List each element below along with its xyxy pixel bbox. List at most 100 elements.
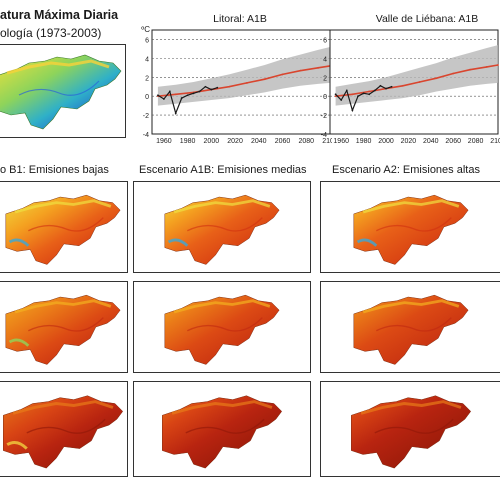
- ensemble-mean-line-point: [485, 65, 488, 68]
- observed-line-point: [186, 94, 189, 97]
- x-tick-label: 2000: [378, 138, 394, 145]
- chart-title-litoral: Litoral: A1B: [213, 13, 267, 25]
- column-header-a2: Escenario A2: Emisiones altas: [332, 164, 480, 176]
- x-tick-label: 2020: [401, 138, 417, 145]
- ensemble-mean-line-point: [435, 77, 438, 80]
- chart-title-liebana: Valle de Liébana: A1B: [375, 13, 479, 25]
- x-tick-label: 2060: [445, 138, 461, 145]
- scenario-map-drawing: [3, 395, 124, 469]
- y-tick-label: 6: [145, 37, 149, 44]
- observed-line-point: [180, 97, 183, 99]
- scenario-map-r3-c2: [133, 381, 311, 477]
- coastal-band: [362, 299, 460, 314]
- scenario-map-drawing: [5, 194, 121, 265]
- mountain-ridge: [185, 418, 265, 434]
- scenario-map-drawing: [164, 294, 280, 365]
- coastal-band: [173, 199, 271, 214]
- coastal-band: [173, 299, 271, 314]
- scenario-map-drawing: [162, 395, 283, 469]
- observed-line-point: [192, 92, 195, 95]
- mountain-ridge: [376, 317, 452, 332]
- coastal-band: [14, 299, 112, 314]
- observed-line-point: [334, 93, 337, 96]
- cool-valley-patch: [8, 238, 30, 247]
- y-tick-label: -4: [143, 132, 149, 139]
- climatology-map-drawing: [0, 54, 122, 130]
- mountain-ridge: [376, 217, 452, 232]
- ensemble-mean-line-point: [497, 64, 499, 66]
- observed-line-point: [340, 99, 343, 101]
- y-axis-label: ºC: [141, 25, 150, 34]
- ensemble-mean-line-point: [263, 78, 266, 81]
- y-tick-label: 6: [323, 37, 327, 44]
- observed-line-point: [357, 95, 359, 98]
- scenario-map-drawing: [164, 194, 280, 265]
- ensemble-mean-line-point: [299, 69, 302, 72]
- figure-title: atura Máxima Diaria: [0, 8, 119, 22]
- scenario-map-drawing: [5, 294, 121, 365]
- mountain-ridge: [187, 317, 263, 332]
- coastal-band: [171, 400, 273, 415]
- x-tick-label: 2100: [322, 138, 332, 145]
- region-shape: [162, 395, 283, 469]
- region-shape: [164, 194, 280, 265]
- observed-line-point: [216, 86, 219, 89]
- observed-line-point: [210, 88, 213, 91]
- x-tick-label: 2000: [204, 138, 220, 145]
- x-tick-label: 1960: [156, 138, 172, 145]
- scenario-map-drawing: [351, 395, 472, 469]
- x-tick-label: 2020: [227, 138, 243, 145]
- figure-subtitle: ología (1973-2003): [0, 26, 102, 40]
- observed-line-point: [204, 85, 207, 88]
- observed-line-point: [157, 94, 159, 97]
- region-shape: [351, 395, 472, 469]
- observed-line-point: [368, 93, 371, 96]
- ensemble-mean-line-point: [452, 72, 455, 75]
- ensemble-mean-line-point: [351, 93, 354, 96]
- ensemble-mean-line-point: [418, 81, 421, 83]
- ensemble-mean-line-point: [281, 73, 284, 76]
- ensemble-mean-line-point: [246, 82, 248, 84]
- region-shape: [3, 395, 124, 469]
- region-shape: [353, 294, 469, 365]
- observed-line-point: [385, 87, 387, 90]
- mountain-ridge: [28, 317, 104, 332]
- observed-line-point: [168, 90, 171, 93]
- column-header-b1: o B1: Emisiones bajas: [0, 164, 109, 176]
- region-shape: [353, 194, 469, 265]
- coastal-band: [360, 400, 462, 415]
- scenario-map-r2-c2: [133, 281, 311, 373]
- x-tick-label: 1960: [333, 138, 349, 145]
- region-shape: [5, 294, 121, 365]
- mountain-ridge: [374, 418, 454, 434]
- scenario-map-r2-c1: [0, 281, 128, 373]
- y-tick-label: 0: [323, 94, 327, 101]
- observed-line-point: [198, 90, 201, 93]
- scenario-map-r2-c3: [320, 281, 500, 373]
- cool-valley-patch: [356, 238, 378, 247]
- y-tick-label: 0: [145, 94, 149, 101]
- chart-liebana: -4 -2 0 2 4 6 1960 1980 2000 2020 2040 2060 2080 2100: [321, 29, 500, 145]
- observed-line-point: [345, 89, 348, 92]
- column-header-a1b: Escenario A1B: Emisiones medias: [139, 164, 307, 176]
- coastal-band: [362, 199, 460, 214]
- mountain-ridge: [26, 418, 106, 434]
- scenario-map-r3-c3: [320, 381, 500, 477]
- ensemble-mean-line-point: [401, 84, 404, 87]
- climatology-map: [0, 44, 126, 138]
- scenario-map-r1-c3: [320, 181, 500, 273]
- ensemble-mean-line-point: [317, 66, 320, 69]
- cool-valley-patch: [8, 338, 30, 347]
- x-tick-label: 1980: [356, 138, 372, 145]
- observed-line-point: [390, 85, 393, 88]
- mountain-ridge: [187, 217, 263, 232]
- y-tick-label: 2: [323, 75, 327, 82]
- observed-line-point: [174, 112, 177, 115]
- scenario-map-drawing: [353, 294, 469, 365]
- mountain-ridge: [28, 217, 104, 232]
- ensemble-mean-line-point: [228, 85, 231, 88]
- scenario-map-r1-c2: [133, 181, 311, 273]
- x-tick-label: 2040: [251, 138, 267, 145]
- ensemble-mean-line-point: [368, 90, 371, 93]
- coastal-band: [12, 400, 114, 415]
